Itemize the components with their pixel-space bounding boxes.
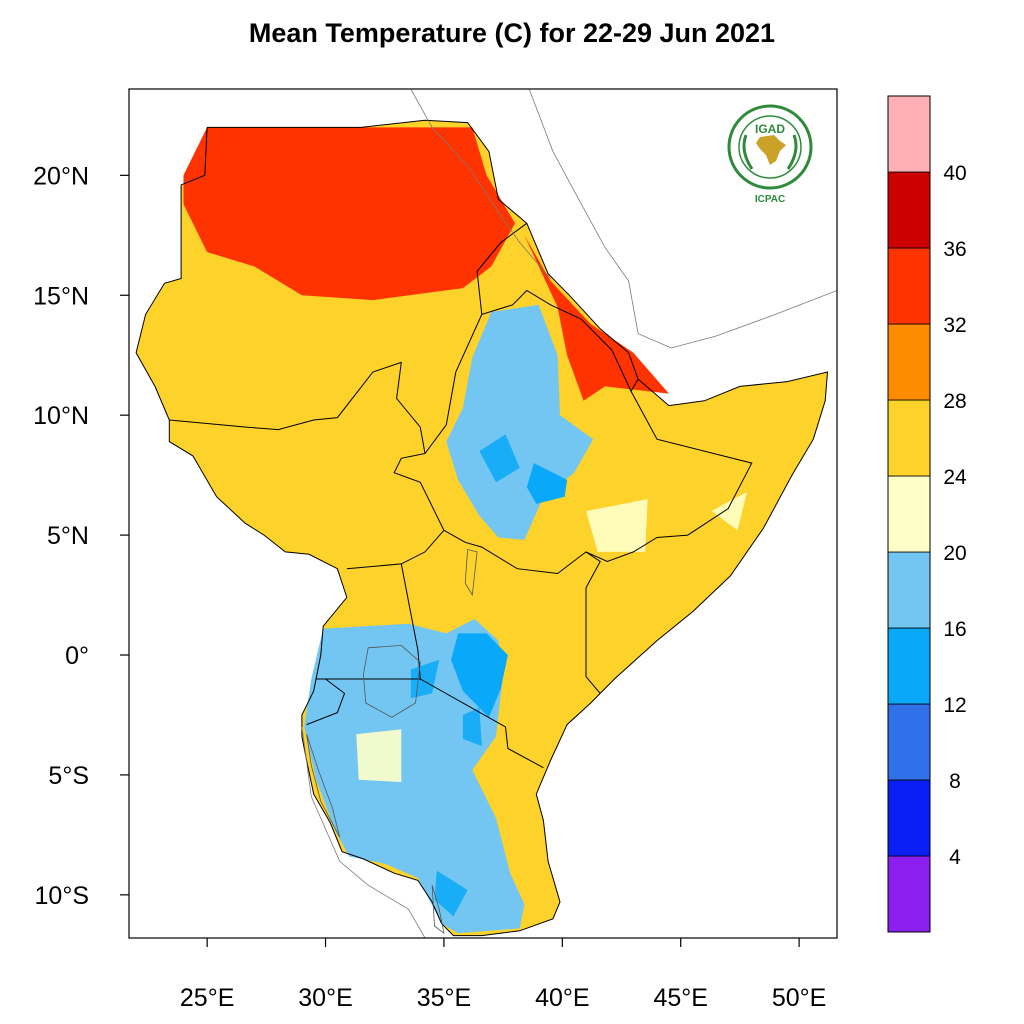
colorbar-bin-4 — [887, 551, 931, 629]
colorbar-frame — [887, 95, 931, 933]
texture-blob-1 — [410, 659, 440, 699]
coastline-line-2 — [301, 726, 426, 938]
colorbar-bin-2 — [887, 703, 931, 781]
border-line-6 — [585, 551, 601, 694]
colorbar-label: 24 — [943, 466, 967, 489]
map-title: Mean Temperature (C) for 22-29 Jun 2021 — [248, 18, 776, 48]
colorbar-label: 32 — [943, 314, 966, 337]
africa-silhouette-icon — [756, 135, 786, 165]
colorbar-bin-8 — [887, 247, 931, 325]
laurel-left-icon — [742, 134, 754, 170]
logo-org-text: ICPAC — [755, 194, 785, 205]
coastline-line-0 — [410, 89, 551, 279]
x-tick-label: 35°E — [417, 984, 471, 1012]
colorbar-label: 8 — [949, 770, 961, 793]
logo-badge-text: IGAD — [755, 122, 785, 136]
colorbar-label: 12 — [943, 694, 966, 717]
colorbar-label: 20 — [943, 542, 966, 565]
colorbar-bin-9 — [887, 171, 931, 249]
temperature-region-5 — [451, 633, 508, 718]
border-line-1 — [169, 361, 445, 570]
coastline-line-1 — [528, 89, 837, 349]
temperature-region-4 — [304, 619, 525, 934]
x-tick-label: 50°E — [772, 984, 826, 1012]
border-line-9 — [306, 678, 346, 726]
texture-blob-3 — [434, 870, 468, 917]
lake-outline-1 — [464, 548, 478, 597]
border-line-3 — [476, 222, 528, 315]
lake-outline-2 — [306, 733, 341, 838]
y-tick-label: 5°N — [47, 522, 89, 550]
colorbar-bin-0 — [887, 855, 931, 933]
mild-blob-0 — [586, 499, 648, 552]
lake-outline-0 — [362, 644, 421, 718]
temperature-region-0 — [183, 127, 515, 301]
colorbar-label: 36 — [943, 238, 966, 261]
laurel-right-icon — [786, 134, 798, 170]
temperature-region-3 — [526, 463, 568, 504]
texture-blob-2 — [462, 707, 482, 747]
y-tick-label: 5°S — [48, 762, 89, 790]
icpac-logo: IGAD ICPAC — [727, 104, 813, 205]
y-tick-label: 20°N — [33, 162, 89, 190]
temperature-region-1 — [524, 235, 669, 401]
border-line-5 — [443, 390, 753, 575]
colorbar-bin-6 — [887, 399, 931, 477]
map-content — [135, 89, 837, 938]
x-tick-label: 30°E — [298, 984, 352, 1012]
x-tick-label: 25°E — [180, 984, 234, 1012]
lake-outline-3 — [431, 885, 445, 935]
colorbar-bin-10 — [887, 95, 931, 173]
x-tick-label: 45°E — [653, 984, 707, 1012]
colorbar-label: 4 — [949, 846, 961, 869]
latitude-axis: 20°N 15°N 10°N 5°N 0° 5°S 10°S — [33, 162, 129, 910]
y-tick-label: 0° — [65, 642, 89, 670]
longitude-axis: 25°E 30°E 35°E 40°E 45°E 50°E — [180, 938, 826, 1012]
colorbar-bin-5 — [887, 475, 931, 553]
temperature-colorbar: 4 8 12 16 20 24 28 32 36 40 — [887, 95, 967, 933]
border-line-7 — [400, 563, 544, 769]
border-line-2 — [424, 289, 613, 454]
y-tick-label: 10°S — [35, 882, 89, 910]
mild-blob-1 — [711, 491, 747, 531]
colorbar-label: 40 — [943, 162, 966, 185]
colorbar-label: 28 — [943, 390, 966, 413]
colorbar-bin-7 — [887, 323, 931, 401]
texture-blob-0 — [479, 434, 520, 483]
colorbar-bin-3 — [887, 627, 931, 705]
y-tick-label: 10°N — [33, 402, 89, 430]
map-frame — [128, 88, 838, 939]
temperature-regions — [183, 127, 747, 934]
border-line-0 — [135, 119, 829, 937]
colorbar-bin-1 — [887, 779, 931, 857]
x-tick-label: 40°E — [535, 984, 589, 1012]
mild-blob-2 — [356, 729, 402, 783]
country-borders — [135, 89, 837, 938]
y-tick-label: 15°N — [33, 282, 89, 310]
colorbar-label: 16 — [943, 618, 966, 641]
